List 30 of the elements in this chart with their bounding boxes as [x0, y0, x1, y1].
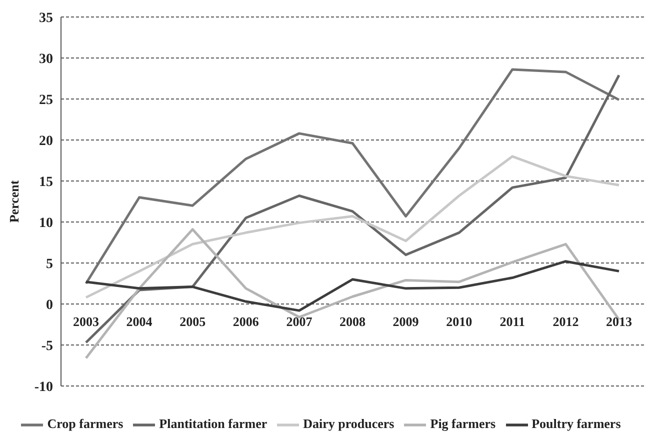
x-tick-label: 2006	[232, 314, 260, 329]
line-series	[84, 155, 620, 299]
line-series	[84, 260, 620, 312]
x-tick-label: 2007	[286, 314, 313, 329]
y-tick-label: 10	[39, 216, 53, 231]
x-tick-label: 2003	[73, 314, 100, 329]
x-tick-label: 2010	[446, 314, 472, 329]
y-tick-label: 5	[46, 256, 53, 272]
x-tick-label: 2013	[606, 314, 632, 329]
x-tick-label: 2005	[180, 314, 206, 329]
y-axis-title: Percent	[6, 180, 22, 223]
x-tick-label: 2011	[500, 314, 526, 329]
legend-label: Plantitation farmer	[159, 416, 268, 431]
legend-label: Dairy producers	[303, 416, 394, 431]
y-tick-label: 30	[39, 52, 53, 67]
x-tick-label: 2004	[126, 314, 153, 329]
y-tick-label: 35	[39, 10, 53, 26]
line-series	[84, 68, 620, 285]
x-tick-label: 2012	[552, 314, 579, 329]
y-tick-label: -5	[41, 338, 53, 354]
legend-label: Poultry farmers	[532, 416, 621, 431]
y-tick-label: 15	[39, 174, 53, 190]
y-tick-label: 25	[39, 92, 53, 108]
legend-label: Crop farmers	[47, 416, 124, 431]
y-tick-label: 0	[46, 298, 53, 313]
x-tick-label: 2009	[392, 314, 420, 329]
y-tick-label: 20	[39, 134, 53, 149]
x-tick-label: 2008	[340, 314, 366, 329]
y-tick-label: -10	[34, 380, 53, 395]
legend-label: Pig farmers	[430, 416, 496, 431]
